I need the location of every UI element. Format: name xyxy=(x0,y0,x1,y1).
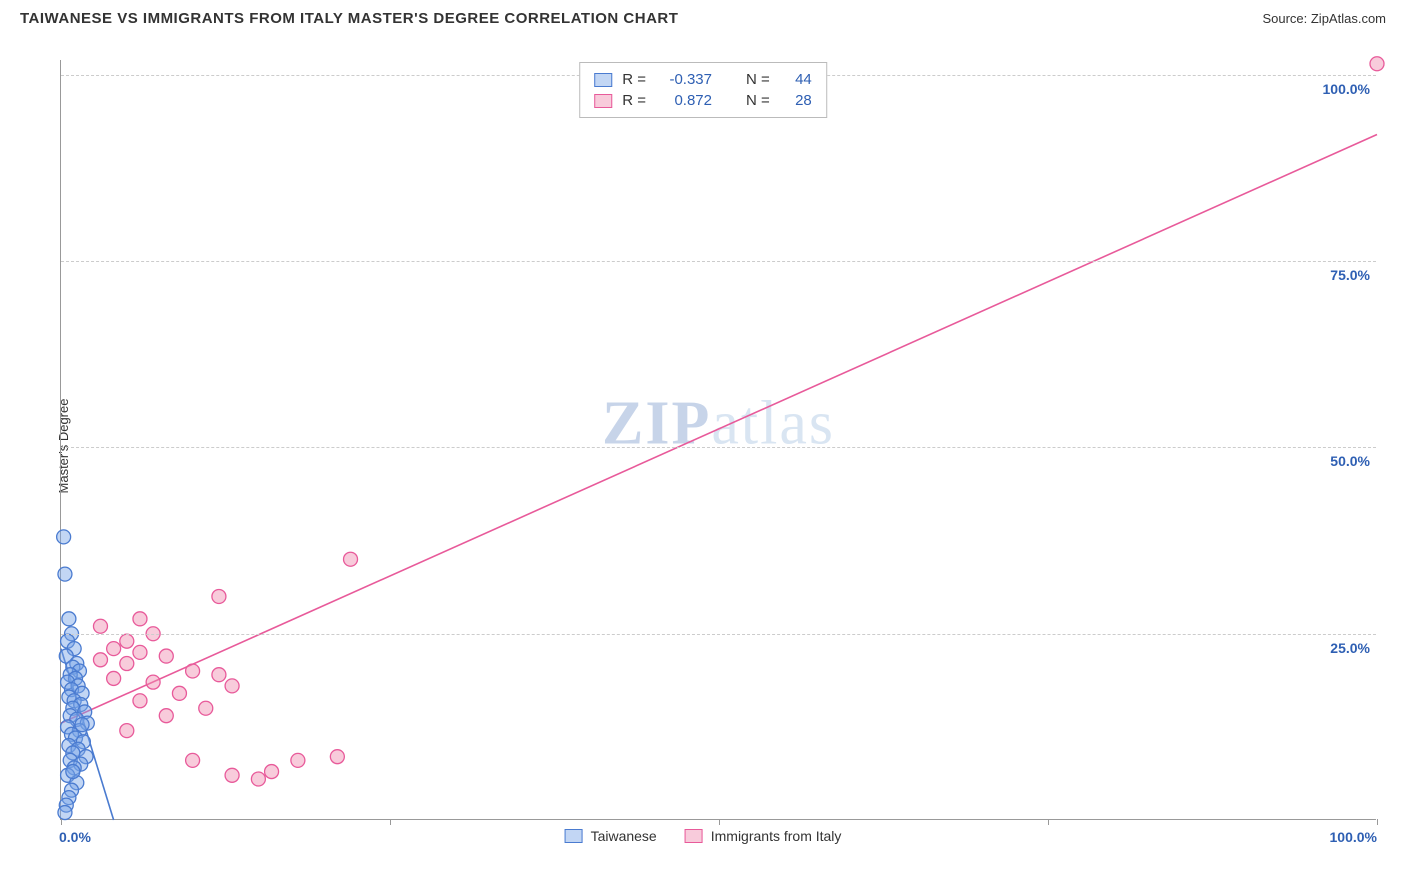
n-label: N = xyxy=(746,71,770,88)
legend-item: Taiwanese xyxy=(565,828,657,844)
data-point xyxy=(120,657,134,671)
data-point xyxy=(199,701,213,715)
x-tick-label: 0.0% xyxy=(59,829,91,845)
data-point xyxy=(58,567,72,581)
r-label: R = xyxy=(622,92,646,109)
data-point xyxy=(146,675,160,689)
legend-swatch xyxy=(565,829,583,843)
data-point xyxy=(1370,57,1384,71)
series-legend: Taiwanese Immigrants from Italy xyxy=(565,828,842,844)
legend-item: Immigrants from Italy xyxy=(685,828,842,844)
data-point xyxy=(133,694,147,708)
data-point xyxy=(159,709,173,723)
y-tick-label: 25.0% xyxy=(1330,640,1370,656)
data-point xyxy=(291,753,305,767)
source-label: Source: ZipAtlas.com xyxy=(1262,11,1386,26)
data-point xyxy=(93,653,107,667)
data-point xyxy=(66,765,80,779)
data-point xyxy=(330,750,344,764)
data-point xyxy=(212,589,226,603)
y-tick-label: 75.0% xyxy=(1330,267,1370,283)
data-point xyxy=(225,679,239,693)
legend-swatch xyxy=(594,94,612,108)
r-value: -0.337 xyxy=(660,71,712,88)
data-point xyxy=(58,806,72,820)
legend-row: R = 0.872 N = 28 xyxy=(594,90,812,111)
x-tick xyxy=(719,819,720,825)
legend-row: R = -0.337 N = 44 xyxy=(594,69,812,90)
data-point xyxy=(172,686,186,700)
data-point xyxy=(186,753,200,767)
x-tick xyxy=(61,819,62,825)
data-point xyxy=(120,724,134,738)
chart-title: TAIWANESE VS IMMIGRANTS FROM ITALY MASTE… xyxy=(20,10,678,27)
x-tick-label: 100.0% xyxy=(1330,829,1377,845)
data-point xyxy=(107,671,121,685)
data-point xyxy=(251,772,265,786)
data-point xyxy=(186,664,200,678)
data-point xyxy=(57,530,71,544)
regression-line xyxy=(61,135,1377,724)
data-point xyxy=(133,612,147,626)
data-point xyxy=(107,642,121,656)
r-value: 0.872 xyxy=(660,92,712,109)
x-tick xyxy=(1048,819,1049,825)
data-point xyxy=(120,634,134,648)
x-tick xyxy=(390,819,391,825)
plot-svg xyxy=(61,60,1376,819)
chart-container: Master's Degree ZIPatlas 25.0%50.0%75.0%… xyxy=(20,46,1386,846)
legend-series-label: Immigrants from Italy xyxy=(711,828,842,844)
x-tick xyxy=(1377,819,1378,825)
data-point xyxy=(75,718,89,732)
gridline xyxy=(61,634,1376,635)
data-point xyxy=(93,619,107,633)
gridline xyxy=(61,261,1376,262)
data-point xyxy=(225,768,239,782)
plot-area: ZIPatlas 25.0%50.0%75.0%100.0%0.0%100.0% xyxy=(60,60,1376,820)
data-point xyxy=(344,552,358,566)
legend-swatch xyxy=(594,73,612,87)
gridline xyxy=(61,447,1376,448)
y-tick-label: 100.0% xyxy=(1323,81,1370,97)
data-point xyxy=(62,612,76,626)
n-label: N = xyxy=(746,92,770,109)
y-tick-label: 50.0% xyxy=(1330,453,1370,469)
n-value: 44 xyxy=(784,71,812,88)
legend-series-label: Taiwanese xyxy=(591,828,657,844)
data-point xyxy=(133,645,147,659)
header: TAIWANESE VS IMMIGRANTS FROM ITALY MASTE… xyxy=(0,0,1406,33)
r-label: R = xyxy=(622,71,646,88)
data-point xyxy=(212,668,226,682)
correlation-legend: R = -0.337 N = 44 R = 0.872 N = 28 xyxy=(579,62,827,118)
data-point xyxy=(265,765,279,779)
data-point xyxy=(159,649,173,663)
legend-swatch xyxy=(685,829,703,843)
n-value: 28 xyxy=(784,92,812,109)
